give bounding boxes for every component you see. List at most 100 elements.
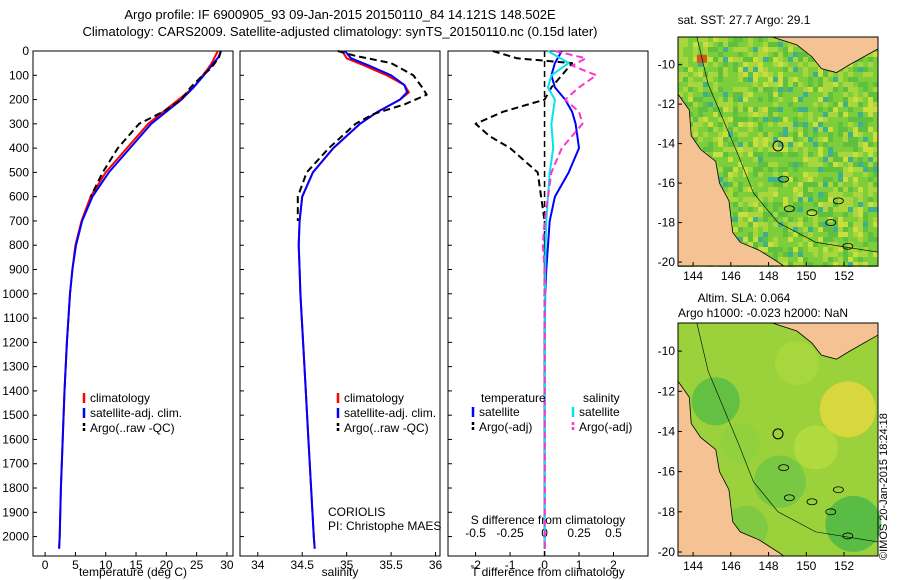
- sst-pixel: [733, 207, 738, 212]
- sst-pixel: [733, 152, 738, 157]
- sst-pixel: [763, 37, 768, 42]
- sst-pixel: [848, 97, 853, 102]
- sst-pixel: [758, 222, 763, 227]
- sst-pixel: [833, 202, 838, 207]
- sst-pixel: [708, 127, 713, 132]
- sst-pixel: [753, 147, 758, 152]
- sst-pixel: [823, 157, 828, 162]
- sst-pixel: [773, 47, 778, 52]
- sst-pixel: [808, 97, 813, 102]
- sst-pixel: [848, 232, 853, 237]
- sst-pixel: [838, 122, 843, 127]
- sst-pixel: [758, 167, 763, 172]
- sst-pixel: [713, 82, 718, 87]
- sst-pixel: [793, 57, 798, 62]
- sst-pixel: [733, 127, 738, 132]
- sst-pixel: [678, 42, 683, 47]
- sst-pixel: [738, 102, 743, 107]
- sst-pixel: [788, 187, 793, 192]
- sst-pixel: [813, 87, 818, 92]
- sst-pixel: [828, 262, 833, 267]
- sla-lon-label: 148: [759, 559, 779, 573]
- sst-pixel: [813, 217, 818, 222]
- sst-pixel: [813, 182, 818, 187]
- sst-pixel: [818, 117, 823, 122]
- sla-lat-label: -14: [658, 424, 676, 438]
- sst-pixel: [798, 117, 803, 122]
- sst-pixel: [748, 222, 753, 227]
- sst-pixel: [833, 102, 838, 107]
- sst-pixel: [768, 177, 773, 182]
- sst-pixel: [828, 82, 833, 87]
- sst-pixel: [728, 67, 733, 72]
- sst-pixel: [728, 122, 733, 127]
- sst-pixel: [743, 157, 748, 162]
- sst-pixel: [813, 262, 818, 267]
- sst-pixel: [683, 82, 688, 87]
- sst-pixel: [698, 107, 703, 112]
- sst-pixel: [873, 107, 878, 112]
- sst-pixel: [838, 167, 843, 172]
- sst-pixel: [703, 147, 708, 152]
- sst-pixel: [728, 152, 733, 157]
- sst-pixel: [793, 62, 798, 67]
- sst-pixel: [873, 82, 878, 87]
- sst-lat-label: -10: [658, 58, 676, 72]
- depth-tick-label: 1300: [2, 360, 29, 374]
- sst-pixel: [808, 257, 813, 262]
- sst-pixel: [768, 87, 773, 92]
- sst-pixel: [768, 137, 773, 142]
- sst-pixel: [783, 132, 788, 137]
- sst-pixel: [773, 37, 778, 42]
- sst-pixel: [823, 152, 828, 157]
- sst-pixel: [728, 172, 733, 177]
- sst-pixel: [743, 152, 748, 157]
- depth-tick-label: 400: [9, 141, 29, 155]
- sst-pixel: [773, 52, 778, 57]
- sst-pixel: [728, 132, 733, 137]
- sst-pixel: [813, 222, 818, 227]
- sst-pixel: [733, 107, 738, 112]
- sst-pixel: [818, 192, 823, 197]
- sst-pixel: [788, 52, 793, 57]
- sst-pixel: [723, 47, 728, 52]
- sst-pixel: [813, 157, 818, 162]
- sst-pixel: [803, 107, 808, 112]
- sst-pixel: [808, 152, 813, 157]
- sst-pixel: [823, 72, 828, 77]
- sst-pixel: [798, 127, 803, 132]
- sst-pixel: [723, 62, 728, 67]
- sst-pixel: [808, 117, 813, 122]
- sst-pixel: [868, 237, 873, 242]
- sst-pixel: [733, 147, 738, 152]
- salinity-x-tick-label: 34.5: [291, 558, 315, 572]
- sst-pixel: [858, 197, 863, 202]
- temperature-x-tick-label: 15: [129, 558, 143, 572]
- salinity-legend-label: satellite-adj. clim.: [344, 406, 436, 420]
- sst-pixel: [793, 212, 798, 217]
- sst-pixel: [708, 42, 713, 47]
- sst-pixel: [848, 202, 853, 207]
- sst-pixel: [743, 192, 748, 197]
- sst-pixel: [803, 102, 808, 107]
- sst-pixel: [873, 172, 878, 177]
- sst-pixel: [833, 152, 838, 157]
- sst-pixel: [833, 107, 838, 112]
- sst-pixel: [723, 162, 728, 167]
- sst-pixel: [758, 42, 763, 47]
- sst-pixel: [793, 157, 798, 162]
- sst-pixel: [793, 257, 798, 262]
- sst-pixel: [858, 202, 863, 207]
- sst-pixel: [773, 247, 778, 252]
- sst-pixel: [723, 177, 728, 182]
- sst-pixel: [848, 252, 853, 257]
- sst-pixel: [823, 92, 828, 97]
- sst-pixel: [818, 147, 823, 152]
- salinity-x-tick-label: 36: [429, 558, 443, 572]
- sst-pixel: [803, 67, 808, 72]
- sst-pixel: [868, 202, 873, 207]
- sst-pixel: [863, 77, 868, 82]
- sla-lat-label: -16: [658, 465, 676, 479]
- sst-pixel: [718, 152, 723, 157]
- sst-pixel: [818, 197, 823, 202]
